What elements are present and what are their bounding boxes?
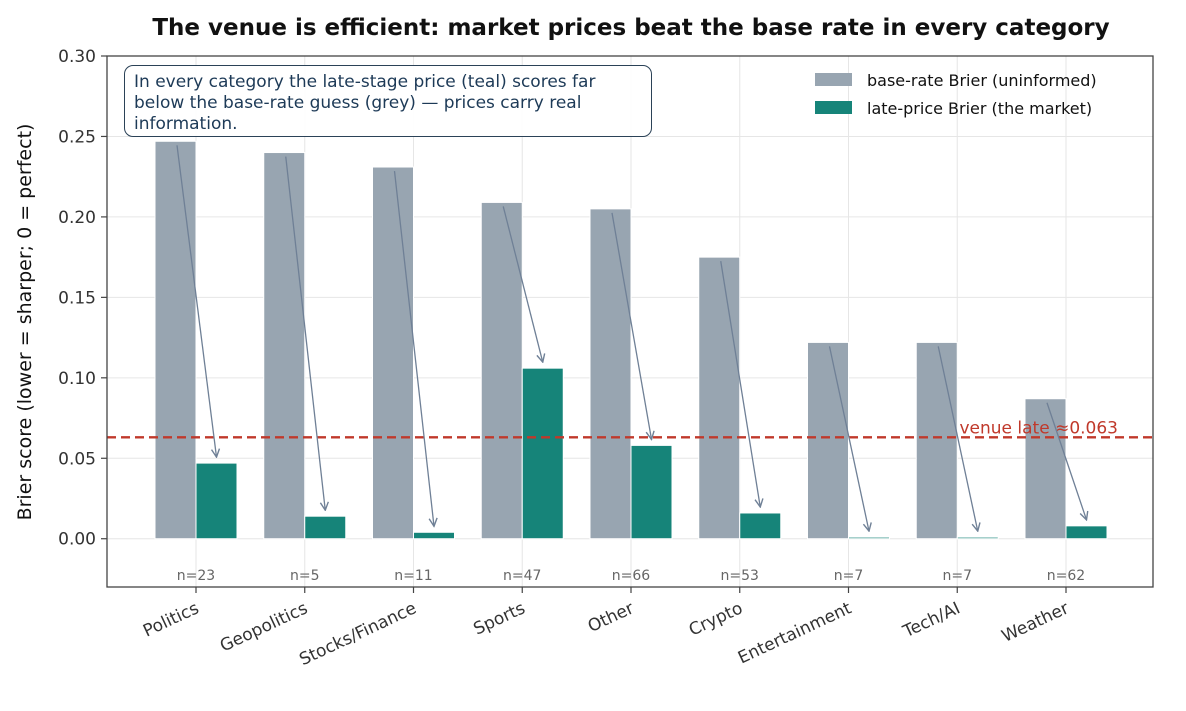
- bar-late-price: [956, 536, 999, 540]
- sample-size-label: n=47: [503, 568, 541, 584]
- bar-late-price: [1065, 525, 1108, 540]
- sample-size-label: n=7: [942, 568, 972, 584]
- bar-late-price: [848, 536, 890, 540]
- x-tick-label: Tech/AI: [899, 598, 963, 642]
- y-tick-label: 0.25: [58, 127, 96, 147]
- bar-base-rate: [372, 166, 414, 540]
- legend-swatch: [815, 73, 852, 86]
- sample-size-label: n=23: [177, 568, 215, 584]
- bar-base-rate: [480, 201, 523, 540]
- plot-frame: [106, 55, 1154, 588]
- sample-size-label: n=11: [394, 568, 432, 584]
- bar-late-price: [413, 531, 455, 540]
- bar-late-price: [304, 515, 347, 540]
- bar-late-price: [739, 512, 782, 540]
- x-tick-label: Entertainment: [735, 598, 855, 668]
- legend-label: late-price Brier (the market): [867, 99, 1092, 118]
- bar-base-rate: [154, 140, 197, 540]
- sample-size-label: n=66: [612, 568, 651, 584]
- bar-base-rate: [1024, 398, 1067, 540]
- x-tick-label: Other: [585, 598, 637, 637]
- sample-size-label: n=53: [721, 568, 759, 584]
- change-arrow: [176, 145, 217, 457]
- x-tick-label: Politics: [140, 598, 202, 641]
- change-arrow: [937, 346, 978, 531]
- change-arrow: [393, 170, 435, 526]
- x-tick-label: Sports: [471, 598, 529, 639]
- legend-label: base-rate Brier (uninformed): [867, 71, 1097, 90]
- bar-base-rate: [589, 208, 632, 540]
- reference-line-label: venue late ≈0.063: [959, 418, 1118, 438]
- sample-size-label: n=5: [290, 568, 320, 584]
- chart-title: The venue is efficient: market prices be…: [152, 15, 1109, 41]
- arrows-group: [176, 145, 1087, 531]
- bar-base-rate: [915, 341, 958, 540]
- legend-swatch: [815, 101, 852, 114]
- y-tick-label: 0.30: [58, 47, 96, 67]
- bar-base-rate: [698, 256, 741, 540]
- sample-size-label: n=7: [834, 568, 864, 584]
- bar-late-price: [630, 444, 673, 540]
- y-tick-label: 0.00: [58, 530, 96, 550]
- y-tick-label: 0.10: [58, 369, 96, 389]
- change-arrow: [502, 206, 543, 362]
- x-tick-label: Crypto: [686, 598, 746, 640]
- y-tick-label: 0.05: [58, 449, 96, 469]
- change-arrow: [611, 212, 652, 440]
- bar-base-rate: [263, 152, 306, 540]
- x-tick-label: Geopolitics: [217, 598, 311, 656]
- change-arrow: [720, 261, 761, 507]
- bar-base-rate: [807, 341, 849, 540]
- change-arrow: [285, 156, 326, 511]
- change-arrow: [1046, 402, 1087, 520]
- y-axis-label: Brier score (lower = sharper; 0 = perfec…: [14, 124, 36, 521]
- x-tick-label: Weather: [999, 598, 1072, 646]
- x-tick-label: Stocks/Finance: [296, 598, 419, 670]
- y-tick-label: 0.15: [58, 288, 96, 308]
- reference-line-group: venue late ≈0.063: [107, 418, 1153, 439]
- change-arrow: [828, 346, 870, 531]
- bar-late-price: [195, 462, 238, 540]
- sample-size-label: n=62: [1047, 568, 1085, 584]
- legend: base-rate Brier (uninformed) late-price B…: [815, 71, 1097, 118]
- annotation-box: In every category the late-stage price (…: [124, 65, 652, 137]
- bars-group: n=23 n=5 n=11 n=47 n=66 n=53 n=7 n=7 n=62: [154, 140, 1108, 584]
- y-tick-label: 0.20: [58, 208, 96, 228]
- bar-late-price: [521, 367, 564, 540]
